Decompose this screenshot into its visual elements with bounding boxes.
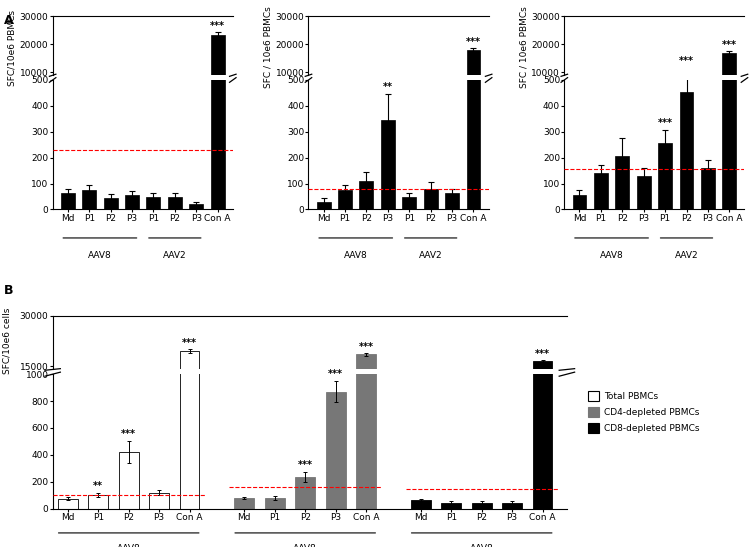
Text: **: ** — [383, 82, 393, 92]
Bar — [296, 477, 315, 509]
Text: ***: *** — [359, 342, 374, 352]
Text: AAV2: AAV2 — [163, 251, 186, 260]
Text: ***: *** — [328, 369, 343, 379]
Text: ***: *** — [210, 21, 225, 31]
Bar — [359, 181, 374, 210]
Bar — [326, 392, 345, 509]
Bar — [402, 196, 416, 210]
Bar — [168, 196, 182, 210]
Bar — [423, 189, 438, 210]
Y-axis label: SFC / 10e6 PBMCs: SFC / 10e6 PBMCs — [520, 7, 529, 89]
Y-axis label: SFC/10e6 cells: SFC/10e6 cells — [2, 307, 11, 374]
Text: B: B — [4, 284, 14, 298]
Bar — [326, 414, 345, 417]
Bar — [615, 100, 629, 101]
Bar — [615, 156, 629, 210]
Bar — [61, 193, 74, 210]
Text: AAV8: AAV8 — [117, 544, 141, 547]
Bar — [532, 361, 553, 417]
Bar — [317, 202, 331, 210]
Bar — [658, 143, 672, 210]
Bar — [441, 503, 461, 509]
Text: ***: *** — [121, 429, 136, 439]
Text: AAV8: AAV8 — [599, 251, 623, 260]
Bar — [147, 196, 160, 210]
Legend: Total PBMCs, CD4-depleted PBMCs, CD8-depleted PBMCs: Total PBMCs, CD4-depleted PBMCs, CD8-dep… — [588, 391, 699, 433]
Bar — [680, 99, 693, 101]
Text: ***: *** — [535, 348, 550, 359]
Bar — [58, 499, 77, 509]
Bar — [190, 204, 203, 210]
Bar — [180, 351, 199, 417]
Bar — [381, 120, 395, 210]
Bar — [211, 34, 225, 101]
Text: AAV8: AAV8 — [344, 251, 368, 260]
Text: ***: *** — [298, 461, 313, 470]
Bar — [356, 0, 376, 509]
Bar — [125, 195, 139, 210]
Text: AAV2: AAV2 — [419, 251, 442, 260]
Bar — [680, 92, 693, 210]
Bar — [89, 495, 108, 509]
Bar — [658, 100, 672, 101]
Bar — [466, 0, 481, 210]
Bar — [445, 193, 459, 210]
Bar — [411, 500, 431, 509]
Bar — [104, 198, 117, 210]
Bar — [180, 0, 199, 509]
Bar — [572, 195, 587, 210]
Bar — [338, 190, 352, 210]
Text: ***: *** — [182, 338, 197, 348]
Bar — [119, 452, 138, 509]
Bar — [723, 0, 736, 210]
Text: AAV2: AAV2 — [675, 251, 699, 260]
Y-axis label: SFC / 10e6 PBMCs: SFC / 10e6 PBMCs — [263, 7, 272, 89]
Bar — [466, 50, 481, 101]
Bar — [235, 498, 254, 509]
Text: AAV8: AAV8 — [88, 251, 112, 260]
Bar — [594, 173, 608, 210]
Bar — [532, 0, 553, 509]
Bar — [149, 492, 169, 509]
Text: ***: *** — [679, 56, 694, 66]
Text: ***: *** — [722, 40, 737, 50]
Bar — [723, 53, 736, 101]
Text: A: A — [4, 14, 14, 27]
Y-axis label: SFC/10e6 PBMCs: SFC/10e6 PBMCs — [8, 10, 17, 85]
Bar — [296, 416, 315, 417]
Text: ***: *** — [466, 37, 481, 47]
Bar — [82, 190, 96, 210]
Bar — [211, 0, 225, 210]
Bar — [265, 498, 285, 509]
Bar — [701, 168, 715, 210]
Text: ***: *** — [657, 118, 672, 129]
Bar — [356, 354, 376, 417]
Bar — [381, 100, 395, 101]
Text: AAV8: AAV8 — [470, 544, 493, 547]
Bar — [637, 176, 650, 210]
Text: **: ** — [93, 481, 103, 491]
Text: AAV8: AAV8 — [293, 544, 317, 547]
Bar — [502, 503, 522, 509]
Bar — [119, 415, 138, 417]
Bar — [472, 503, 492, 509]
